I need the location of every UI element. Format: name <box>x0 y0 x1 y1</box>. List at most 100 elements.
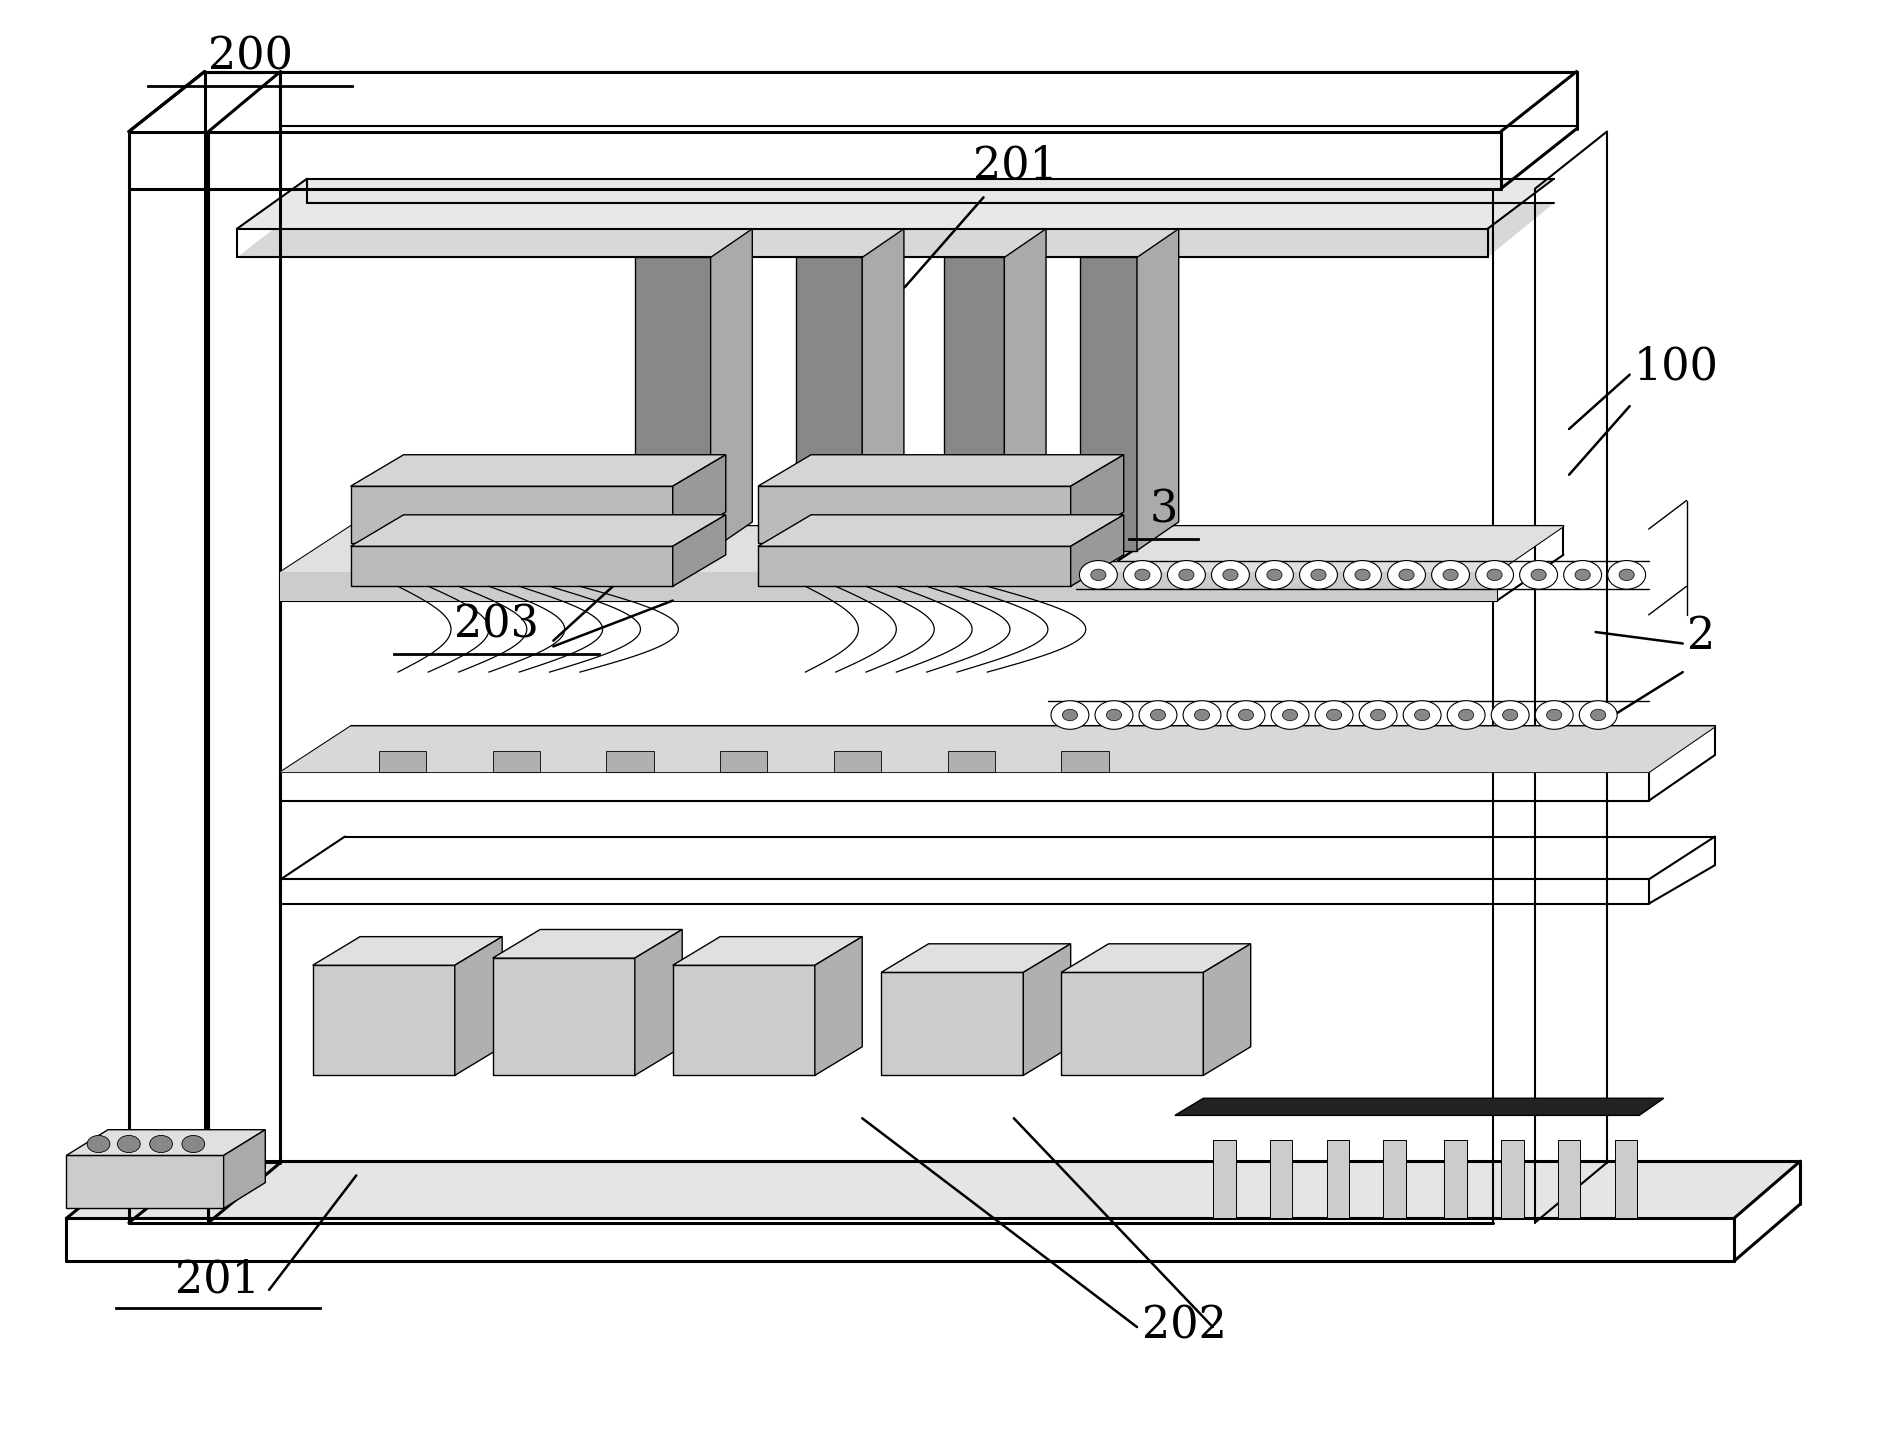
Polygon shape <box>673 455 726 543</box>
Bar <box>493 751 540 772</box>
Polygon shape <box>1061 972 1203 1075</box>
Polygon shape <box>224 1130 265 1208</box>
Polygon shape <box>493 958 635 1075</box>
Text: 202: 202 <box>1143 1304 1226 1347</box>
Text: 3: 3 <box>1150 489 1177 532</box>
Circle shape <box>1503 709 1518 721</box>
Polygon shape <box>455 937 502 1075</box>
Polygon shape <box>237 179 1554 229</box>
Polygon shape <box>944 257 1004 551</box>
Circle shape <box>1344 561 1381 589</box>
Polygon shape <box>635 257 711 551</box>
Polygon shape <box>313 965 455 1075</box>
Polygon shape <box>815 937 862 1075</box>
Circle shape <box>1283 709 1298 721</box>
Polygon shape <box>1071 455 1124 543</box>
Text: 203: 203 <box>455 603 538 646</box>
Circle shape <box>87 1135 110 1153</box>
Circle shape <box>1355 569 1370 581</box>
Polygon shape <box>280 572 1497 601</box>
Polygon shape <box>881 944 1071 972</box>
Polygon shape <box>673 515 726 586</box>
Polygon shape <box>862 229 904 551</box>
Circle shape <box>1124 561 1162 589</box>
Polygon shape <box>351 455 726 486</box>
Polygon shape <box>1383 1140 1406 1218</box>
Circle shape <box>1256 561 1294 589</box>
Circle shape <box>1052 701 1090 729</box>
Text: 201: 201 <box>974 144 1057 187</box>
Circle shape <box>1402 701 1440 729</box>
Circle shape <box>1063 709 1078 721</box>
Circle shape <box>1150 709 1165 721</box>
Polygon shape <box>1175 1098 1664 1115</box>
Circle shape <box>1315 701 1353 729</box>
Polygon shape <box>635 930 682 1075</box>
Circle shape <box>150 1135 172 1153</box>
Bar <box>606 751 654 772</box>
Polygon shape <box>758 546 1071 586</box>
Polygon shape <box>1558 1140 1580 1218</box>
Polygon shape <box>66 1130 265 1155</box>
Polygon shape <box>881 972 1023 1075</box>
Circle shape <box>1182 701 1220 729</box>
Polygon shape <box>711 229 752 551</box>
Circle shape <box>1228 701 1266 729</box>
Polygon shape <box>313 937 502 965</box>
Circle shape <box>182 1135 205 1153</box>
Circle shape <box>1268 569 1283 581</box>
Polygon shape <box>758 486 1071 543</box>
Polygon shape <box>280 526 1563 572</box>
Bar <box>1061 751 1109 772</box>
Circle shape <box>1222 569 1237 581</box>
Circle shape <box>1563 561 1601 589</box>
Circle shape <box>1167 561 1205 589</box>
Bar <box>834 751 881 772</box>
Circle shape <box>1139 701 1177 729</box>
Polygon shape <box>758 515 1124 546</box>
Circle shape <box>1448 701 1486 729</box>
Circle shape <box>1491 701 1529 729</box>
Polygon shape <box>1061 944 1251 972</box>
Text: 200: 200 <box>208 36 292 79</box>
Circle shape <box>1326 709 1342 721</box>
Polygon shape <box>351 546 673 586</box>
Circle shape <box>1359 701 1397 729</box>
Circle shape <box>1272 701 1309 729</box>
Circle shape <box>1546 709 1561 721</box>
Circle shape <box>117 1135 140 1153</box>
Circle shape <box>1442 569 1457 581</box>
Polygon shape <box>1270 1140 1292 1218</box>
Polygon shape <box>237 203 1554 257</box>
Circle shape <box>1095 701 1133 729</box>
Polygon shape <box>280 726 1715 772</box>
Circle shape <box>1080 561 1118 589</box>
Polygon shape <box>351 486 673 543</box>
Circle shape <box>1179 569 1194 581</box>
Bar <box>379 751 426 772</box>
Polygon shape <box>1071 515 1124 586</box>
Polygon shape <box>1213 1140 1236 1218</box>
Polygon shape <box>1444 1140 1467 1218</box>
Polygon shape <box>1615 1140 1637 1218</box>
Polygon shape <box>1203 944 1251 1075</box>
Circle shape <box>1311 569 1326 581</box>
Polygon shape <box>1023 944 1071 1075</box>
Polygon shape <box>66 1155 224 1208</box>
Circle shape <box>1618 569 1633 581</box>
Circle shape <box>1431 561 1469 589</box>
Circle shape <box>1300 561 1338 589</box>
Polygon shape <box>1501 1140 1524 1218</box>
Circle shape <box>1107 709 1122 721</box>
Polygon shape <box>1080 257 1137 551</box>
Text: 100: 100 <box>1633 346 1719 389</box>
Circle shape <box>1211 561 1249 589</box>
Polygon shape <box>1004 229 1046 551</box>
Circle shape <box>1135 569 1150 581</box>
Polygon shape <box>493 930 682 958</box>
Circle shape <box>1607 561 1645 589</box>
Circle shape <box>1535 701 1573 729</box>
Circle shape <box>1520 561 1558 589</box>
Polygon shape <box>673 965 815 1075</box>
Text: 2: 2 <box>1687 615 1715 658</box>
